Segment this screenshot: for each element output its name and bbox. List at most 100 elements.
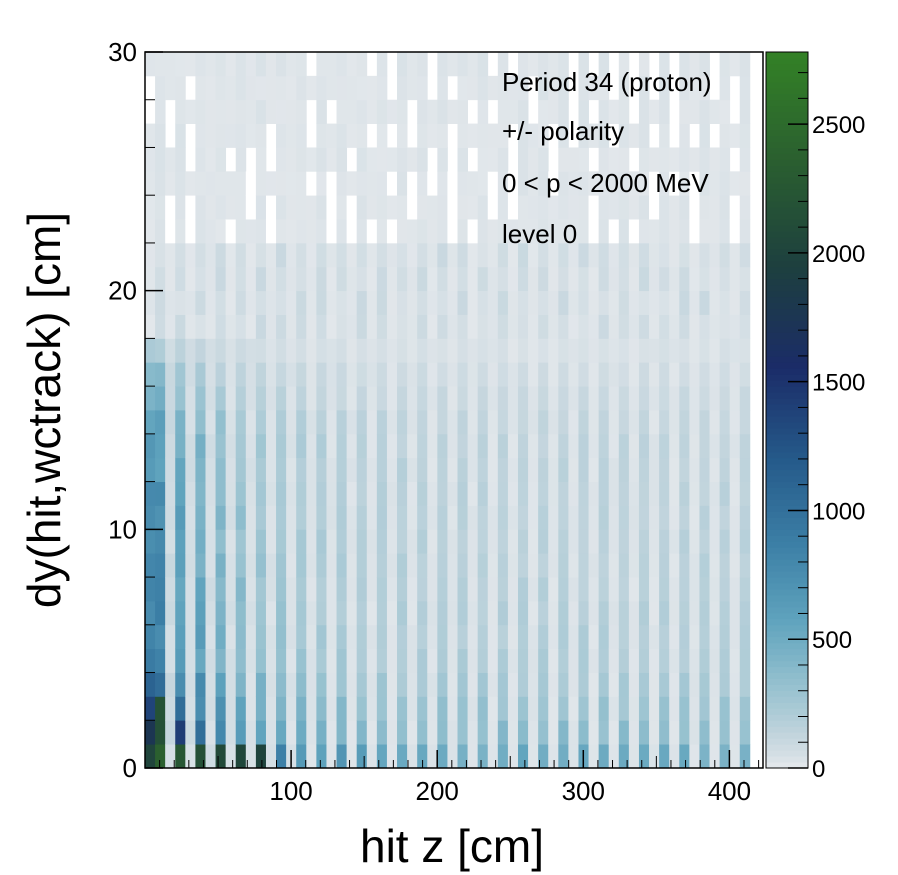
heatmap-cell (659, 75, 670, 101)
heatmap-cell (316, 457, 327, 482)
heatmap-cell (437, 386, 448, 411)
heatmap-cell (568, 624, 579, 650)
heatmap-cell (397, 433, 408, 459)
heatmap-cell (618, 481, 630, 506)
heatmap-cell (638, 696, 650, 721)
heatmap-cell (457, 648, 468, 673)
heatmap-cell (669, 600, 680, 626)
heatmap-cell (477, 696, 489, 721)
heatmap-cell (659, 147, 670, 172)
heatmap-cell (215, 433, 227, 459)
heatmap-cell (528, 338, 539, 363)
heatmap-cell (719, 290, 731, 315)
heatmap-cell (628, 290, 640, 315)
heatmap-cell (598, 577, 610, 602)
heatmap-cell (679, 553, 690, 578)
heatmap-cell (336, 147, 348, 172)
heatmap-cell (286, 410, 297, 435)
heatmap-cell (437, 242, 448, 268)
heatmap-cell (437, 696, 448, 721)
heatmap-cell (447, 171, 458, 196)
heatmap-cell (366, 505, 378, 530)
heatmap-cell (699, 99, 710, 124)
heatmap-cell (558, 696, 569, 721)
heatmap-cell (638, 529, 650, 554)
heatmap-cell (517, 648, 529, 673)
heatmap-cell (245, 290, 257, 315)
heatmap-cell (175, 123, 186, 148)
heatmap-cell (638, 75, 650, 101)
heatmap-cell (487, 123, 499, 148)
heatmap-cell (628, 624, 640, 650)
heatmap-cell (517, 242, 529, 268)
heatmap-cell (649, 266, 660, 292)
heatmap-cell (225, 338, 237, 363)
heatmap-cell (437, 505, 448, 530)
heatmap-cell (467, 386, 479, 411)
heatmap-cell (437, 99, 448, 124)
heatmap-cell (689, 433, 700, 459)
color-scale-step (766, 398, 808, 405)
heatmap-cell (659, 195, 670, 220)
color-scale-step (766, 708, 808, 715)
heatmap-cell (417, 720, 428, 745)
heatmap-cell (538, 99, 549, 124)
heatmap-cell (739, 266, 751, 292)
heatmap-cell (709, 314, 721, 339)
heatmap-cell (346, 195, 358, 220)
heatmap-cell (699, 481, 710, 506)
heatmap-cell (155, 481, 166, 506)
heatmap-cell (528, 147, 539, 172)
heatmap-cell (437, 338, 448, 363)
heatmap-cell (538, 242, 549, 268)
heatmap-cell (286, 648, 297, 673)
color-scale-step (766, 272, 808, 280)
heatmap-cell (407, 290, 418, 315)
heatmap-cell (417, 386, 428, 411)
color-scale-step (766, 648, 808, 656)
heatmap-cell (155, 553, 166, 578)
heatmap-cell (709, 386, 721, 411)
heatmap-cell (447, 99, 458, 124)
heatmap-cell (578, 99, 589, 124)
heatmap-cell (276, 171, 287, 196)
heatmap-cell (729, 362, 741, 387)
heatmap-cell (185, 195, 196, 220)
heatmap-cell (165, 290, 176, 315)
heatmap-cell (517, 410, 529, 435)
heatmap-cell (649, 219, 660, 244)
heatmap-cell (346, 362, 358, 387)
color-scale-step (766, 338, 808, 345)
heatmap-cell (699, 648, 710, 673)
heatmap-cell (487, 600, 499, 626)
heatmap-cell (659, 744, 670, 769)
heatmap-cell (719, 529, 731, 554)
color-scale-step (766, 75, 808, 83)
heatmap-cell (719, 433, 731, 459)
heatmap-cell (346, 433, 358, 459)
heatmap-cell (669, 481, 680, 506)
heatmap-cell (689, 696, 700, 721)
heatmap-cell (376, 481, 388, 506)
heatmap-cell (155, 266, 166, 292)
heatmap-cell (185, 219, 196, 244)
color-scale-step (766, 266, 808, 274)
heatmap-cell (669, 242, 680, 268)
heatmap-cell (215, 171, 227, 196)
heatmap-cell (235, 290, 247, 315)
heatmap-cell (628, 529, 640, 554)
heatmap-cell (457, 457, 468, 482)
heatmap-cell (649, 672, 660, 697)
heatmap-cell (679, 123, 690, 148)
heatmap-cell (356, 457, 368, 482)
heatmap-cell (638, 433, 650, 459)
heatmap-cell (326, 696, 337, 721)
heatmap-cell (689, 577, 700, 602)
heatmap-cell (689, 290, 700, 315)
heatmap-cell (618, 696, 630, 721)
heatmap-cell (578, 457, 589, 482)
heatmap-cell (336, 266, 348, 292)
heatmap-cell (195, 696, 206, 721)
heatmap-cell (457, 600, 468, 626)
heatmap-cell (739, 433, 751, 459)
